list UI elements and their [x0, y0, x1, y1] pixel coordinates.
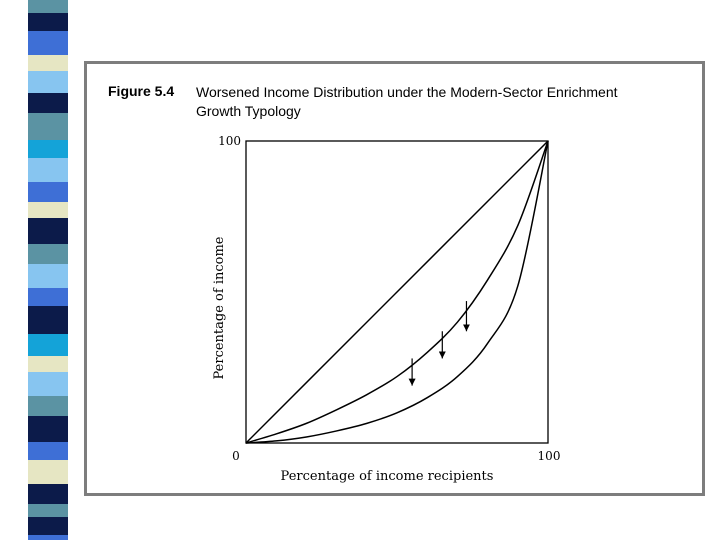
stripe-block: [28, 158, 68, 182]
stripe-block: [28, 396, 68, 416]
stripe-block: [28, 504, 68, 517]
x-tick-label-0: 0: [232, 449, 240, 463]
y-axis-label: Percentage of income: [212, 236, 227, 379]
stripe-block: [28, 0, 68, 13]
plot-frame: [245, 140, 549, 444]
figure-panel: Figure 5.4 Worsened Income Distribution …: [84, 61, 705, 496]
stripe-block: [28, 93, 68, 113]
stripe-block: [28, 535, 68, 540]
stripe-block: [28, 484, 68, 504]
stripe-block: [28, 442, 68, 460]
stripe-block: [28, 55, 68, 71]
stripe-block: [28, 356, 68, 372]
stripe-block: [28, 264, 68, 288]
stripe-block: [28, 288, 68, 306]
y-tick-label-0: 100: [218, 134, 241, 148]
x-axis-label: Percentage of income recipients: [281, 469, 494, 484]
stripe-block: [28, 113, 68, 140]
stripe-block: [28, 182, 68, 202]
stripe-block: [28, 31, 68, 55]
stripe-block: [28, 460, 68, 484]
stripe-block: [28, 306, 68, 334]
series-line-2: [245, 140, 549, 444]
stripe-block: [28, 372, 68, 396]
stripe-block: [28, 71, 68, 93]
x-tick-label-1: 100: [538, 449, 561, 463]
figure-label: Figure 5.4: [108, 83, 175, 99]
stripe-block: [28, 244, 68, 264]
figure-title: Worsened Income Distribution under the M…: [196, 84, 618, 119]
series-line-0: [245, 140, 549, 444]
stripe-block: [28, 416, 68, 442]
stripe-block: [28, 517, 68, 535]
decorative-stripe: [28, 0, 68, 540]
series-line-1: [245, 140, 549, 444]
stripe-block: [28, 202, 68, 218]
stripe-block: [28, 13, 68, 31]
stripe-block: [28, 218, 68, 244]
stripe-block: [28, 140, 68, 158]
lorenz-chart: 0 100 100 Percentage of income recipients Pe…: [212, 134, 561, 484]
stripe-block: [28, 334, 68, 356]
